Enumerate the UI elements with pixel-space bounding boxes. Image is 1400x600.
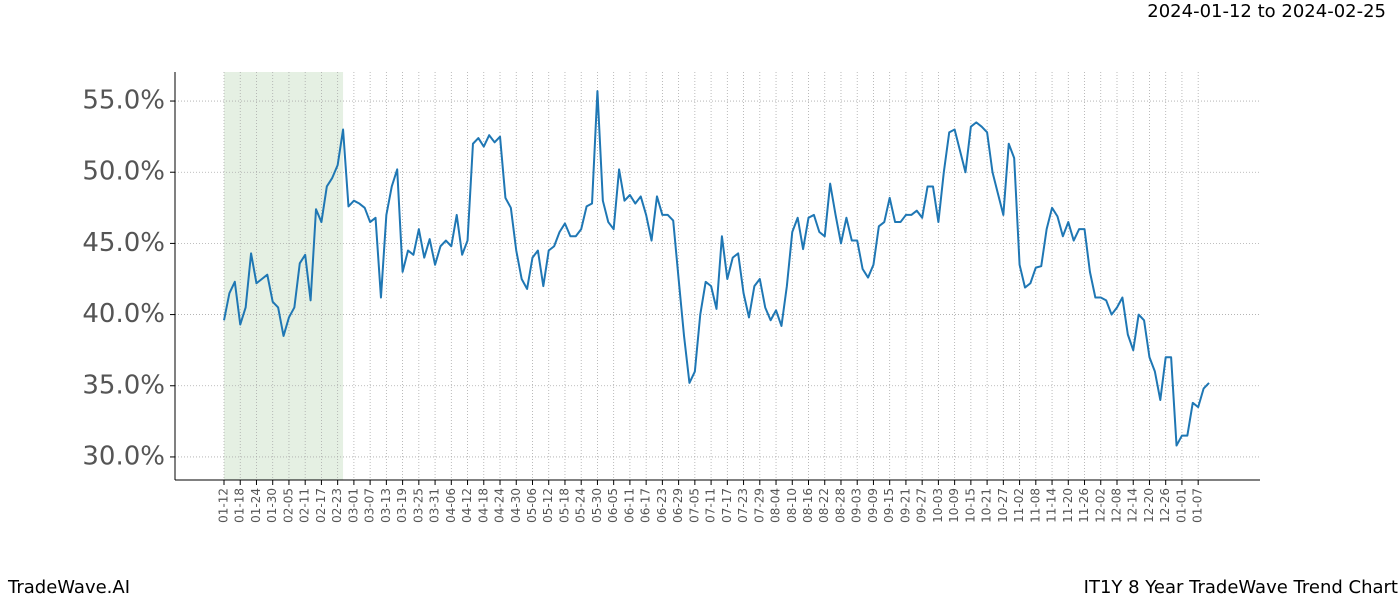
x-tick-label: 07-23 [736, 488, 750, 523]
x-tick-label: 11-14 [1045, 488, 1059, 523]
x-tick-label: 02-11 [298, 488, 312, 523]
x-tick-label: 04-30 [509, 488, 523, 523]
x-tick-label: 12-26 [1158, 488, 1172, 523]
x-tick-label: 09-27 [915, 488, 929, 523]
x-tick-label: 01-24 [249, 488, 263, 523]
x-tick-label: 03-07 [363, 488, 377, 523]
x-tick-label: 07-17 [720, 488, 734, 523]
x-tick-label: 04-12 [460, 488, 474, 523]
x-tick-label: 03-31 [428, 488, 442, 523]
x-tick-label: 05-06 [525, 488, 539, 523]
x-tick-label: 03-13 [379, 488, 393, 523]
x-tick-label: 04-24 [493, 488, 507, 523]
x-tick-label: 11-20 [1061, 488, 1075, 523]
y-tick-label: 30.0% [82, 441, 165, 471]
x-tick-label: 09-09 [866, 488, 880, 523]
x-tick-label: 04-18 [476, 488, 490, 523]
x-tick-label: 07-11 [704, 488, 718, 523]
y-tick-label: 45.0% [82, 228, 165, 258]
x-tick-label: 02-17 [314, 488, 328, 523]
x-tick-label: 10-09 [947, 488, 961, 523]
x-tick-label: 05-12 [541, 488, 555, 523]
y-tick-label: 50.0% [82, 157, 165, 187]
chart-title: IT1Y 8 Year TradeWave Trend Chart [1084, 577, 1398, 598]
x-tick-label: 10-21 [980, 488, 994, 523]
x-tick-label: 11-26 [1077, 488, 1091, 523]
date-range: 2024-01-12 to 2024-02-25 [1147, 1, 1386, 22]
x-tick-label: 08-22 [817, 488, 831, 523]
x-tick-label: 06-05 [606, 488, 620, 523]
x-tick-label: 11-02 [1012, 488, 1026, 523]
x-tick-label: 12-14 [1126, 488, 1140, 523]
x-tick-label: 03-01 [346, 488, 360, 523]
x-tick-label: 12-02 [1093, 488, 1107, 523]
x-tick-label: 12-20 [1142, 488, 1156, 523]
x-tick-label: 08-28 [833, 488, 847, 523]
y-tick-label: 40.0% [82, 299, 165, 329]
trend-line [223, 90, 1210, 447]
x-tick-label: 01-01 [1174, 488, 1188, 523]
x-tick-label: 02-23 [330, 488, 344, 523]
y-tick-label: 55.0% [82, 86, 165, 116]
x-tick-label: 10-03 [931, 488, 945, 523]
x-tick-label: 06-23 [655, 488, 669, 523]
x-tick-label: 06-29 [671, 488, 685, 523]
x-tick-label: 09-21 [898, 488, 912, 523]
x-tick-label: 09-15 [882, 488, 896, 523]
x-tick-label: 06-17 [639, 488, 653, 523]
x-tick-label: 01-18 [233, 488, 247, 523]
x-tick-label: 12-08 [1109, 488, 1123, 523]
x-tick-label: 01-12 [217, 488, 231, 523]
x-tick-label: 03-25 [411, 488, 425, 523]
x-tick-label: 06-11 [622, 488, 636, 523]
highlight-band [224, 72, 344, 480]
x-tick-label: 10-15 [963, 488, 977, 523]
x-tick-label: 10-27 [996, 488, 1010, 523]
x-tick-label: 05-24 [574, 488, 588, 523]
x-tick-label: 08-04 [769, 488, 783, 523]
source: TradeWave.AI [7, 577, 130, 598]
x-tick-label: 01-30 [265, 488, 279, 523]
x-tick-label: 08-16 [801, 488, 815, 523]
x-tick-label: 02-05 [281, 488, 295, 523]
x-tick-label: 04-06 [444, 488, 458, 523]
x-tick-label: 05-30 [590, 488, 604, 523]
x-tick-label: 07-05 [687, 488, 701, 523]
x-tick-label: 05-18 [557, 488, 571, 523]
x-tick-label: 03-19 [395, 488, 409, 523]
x-tick-label: 07-29 [752, 488, 766, 523]
x-tick-label: 11-08 [1028, 488, 1042, 523]
x-tick-label: 08-10 [785, 488, 799, 523]
x-tick-label: 09-03 [850, 488, 864, 523]
y-tick-label: 35.0% [82, 370, 165, 400]
x-tick-label: 01-07 [1191, 488, 1205, 523]
